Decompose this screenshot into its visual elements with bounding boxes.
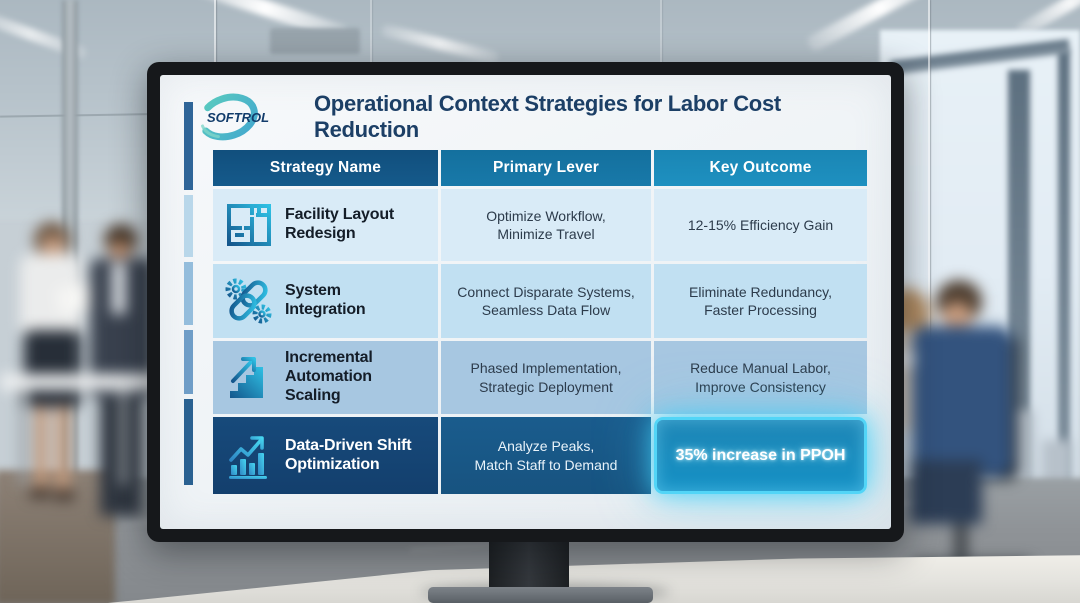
accent-segment xyxy=(184,330,193,394)
monitor: SOFTROL Operational Context Strategies f… xyxy=(147,62,904,542)
row1-lever-cell: Optimize Workflow, Minimize Travel xyxy=(441,189,651,261)
monitor-screen: SOFTROL Operational Context Strategies f… xyxy=(160,75,891,529)
slide-header: SOFTROL Operational Context Strategies f… xyxy=(194,89,891,145)
glass-seam xyxy=(928,0,930,603)
column-header-primary-lever: Primary Lever xyxy=(441,150,651,186)
column-header-strategy-name: Strategy Name xyxy=(213,150,438,186)
accent-segment xyxy=(184,102,193,190)
logo-text: SOFTROL xyxy=(207,110,269,125)
row2-lever-cell: Connect Disparate Systems, Seamless Data… xyxy=(441,264,651,338)
row3-strategy-cell: Incremental Automation Scaling xyxy=(213,341,438,414)
person-left-woman-leg xyxy=(34,406,47,490)
monitor-stand-base xyxy=(428,587,653,603)
person-left-woman-leg xyxy=(56,406,69,490)
row3-outcome-cell: Reduce Manual Labor, Improve Consistency xyxy=(654,341,867,414)
row1-strategy-cell: Facility Layout Redesign xyxy=(213,189,438,261)
lever-text: Phased Implementation, Strategic Deploym… xyxy=(470,360,622,395)
shoe xyxy=(54,490,74,500)
lever-text: Optimize Workflow, Minimize Travel xyxy=(486,207,606,242)
table-top xyxy=(0,374,175,390)
slide-title: Operational Context Strategies for Labor… xyxy=(314,91,781,142)
person-left-woman-skirt xyxy=(24,330,80,408)
accent-segment xyxy=(184,195,193,257)
strategy-name: Facility Layout Redesign xyxy=(285,206,395,242)
table-leg xyxy=(120,390,127,485)
lever-text: Connect Disparate Systems, Seamless Data… xyxy=(457,283,635,318)
person-right-man-suit xyxy=(912,326,1012,476)
person-left-woman-face xyxy=(42,236,64,258)
stairs-growth-icon xyxy=(230,356,263,398)
table-leg xyxy=(20,390,27,485)
softrol-logo: SOFTROL xyxy=(198,93,269,141)
ceiling-vent xyxy=(270,28,360,54)
person-left-man-face xyxy=(110,242,130,260)
outcome-text: Reduce Manual Labor, Improve Consistency xyxy=(690,360,831,395)
accent-segment xyxy=(184,262,193,325)
outcome-text: 12-15% Efficiency Gain xyxy=(687,216,834,233)
logo-swirl-icon xyxy=(198,93,258,141)
strategy-name: System Integration xyxy=(285,282,366,318)
bar-chart-growth-icon xyxy=(229,435,267,479)
column-header-key-outcome: Key Outcome xyxy=(654,150,867,186)
row1-outcome-cell: 12-15% Efficiency Gain xyxy=(654,189,867,261)
people-left-group xyxy=(0,200,220,540)
row3-lever-cell: Phased Implementation, Strategic Deploym… xyxy=(441,341,651,414)
accent-bar xyxy=(184,102,193,490)
strategies-table: Strategy Name Primary Lever Key Outcome … xyxy=(213,150,867,494)
person-left-man-shirt xyxy=(112,262,126,314)
chain-gears-icon xyxy=(225,278,272,324)
row4-outcome-cell-highlighted: 35% increase in PPOH xyxy=(654,417,867,494)
lever-text: Analyze Peaks, Match Staff to Demand xyxy=(474,438,618,473)
row2-outcome-cell: Eliminate Redundancy, Faster Processing xyxy=(654,264,867,338)
table-left xyxy=(0,368,190,498)
person-right-man-legs xyxy=(910,460,982,524)
strategy-name: Incremental Automation Scaling xyxy=(285,349,373,404)
strategy-name: Data-Driven Shift Optimization xyxy=(285,436,412,473)
shoe xyxy=(30,488,50,498)
accent-segment xyxy=(184,399,193,485)
row2-strategy-cell: System Integration xyxy=(213,264,438,338)
window-frame xyxy=(889,39,1071,75)
floor-plan-icon xyxy=(227,204,271,246)
outcome-text: Eliminate Redundancy, Faster Processing xyxy=(689,283,832,318)
row4-strategy-cell: Data-Driven Shift Optimization xyxy=(213,417,438,494)
row4-lever-cell: Analyze Peaks, Match Staff to Demand xyxy=(441,417,651,494)
